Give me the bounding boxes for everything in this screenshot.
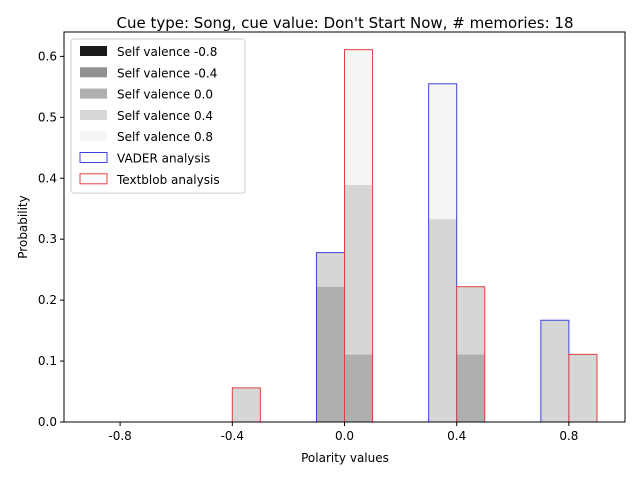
bar-segment-0-4-3 [540, 320, 569, 422]
y-ticks: 0.0 0.1 0.2 0.3 0.4 0.5 0.6 [38, 49, 64, 429]
y-tick-label: 0.6 [38, 49, 57, 63]
bar-segment-1-2-2 [344, 354, 373, 422]
chart-title: Cue type: Song, cue value: Don't Start N… [117, 14, 574, 32]
y-tick-label: 0.1 [38, 354, 57, 368]
bar-segment-1-4-3 [568, 354, 597, 422]
bar-segment-1-2-4 [344, 49, 373, 185]
y-tick-label: 0.4 [38, 171, 57, 185]
legend-label: Self valence 0.8 [117, 130, 213, 144]
legend-label: Textblob analysis [116, 173, 220, 187]
y-tick-label: 0.2 [38, 293, 57, 307]
bar-segment-1-2-3 [344, 184, 373, 355]
legend-label: VADER analysis [117, 152, 210, 166]
bar-segment-1-3-2 [456, 354, 485, 422]
legend-frame [70, 38, 246, 194]
legend-swatch [80, 67, 107, 78]
legend-label: Self valence -0.4 [117, 66, 217, 80]
legend-swatch [80, 46, 107, 56]
y-tick-label: 0.0 [38, 415, 57, 429]
x-axis-label: Polarity values [301, 451, 389, 465]
bar-segment-0-2-2 [316, 286, 345, 422]
y-tick-label: 0.3 [38, 232, 57, 246]
legend-swatch [80, 109, 107, 120]
legend: Self valence -0.8 Self valence -0.4 Self v… [70, 38, 246, 194]
y-tick-label: 0.5 [38, 110, 57, 124]
x-tick-label: 0.4 [447, 429, 466, 443]
bar-segment-1-3-3 [456, 286, 485, 355]
bar-segment-0-3-4 [428, 83, 457, 220]
bars-layer [92, 49, 598, 423]
legend-swatch [79, 152, 108, 163]
legend-label: Self valence -0.8 [117, 45, 217, 59]
legend-swatch [80, 88, 107, 99]
x-ticks: -0.8 -0.4 0.0 0.4 0.8 [108, 422, 578, 443]
legend-swatch [80, 131, 107, 142]
y-axis-label: Probability [16, 195, 30, 258]
bar-segment-1-1-3 [232, 387, 261, 422]
x-tick-label: 0.0 [335, 429, 354, 443]
legend-label: Self valence 0.0 [117, 88, 213, 102]
x-tick-label: -0.4 [221, 429, 244, 443]
legend-swatch [79, 173, 108, 185]
bar-segment-0-2-3 [316, 252, 345, 287]
x-tick-label: 0.8 [559, 429, 578, 443]
bar-segment-0-3-3 [428, 219, 457, 422]
x-tick-label: -0.8 [108, 429, 131, 443]
legend-label: Self valence 0.4 [117, 109, 213, 123]
